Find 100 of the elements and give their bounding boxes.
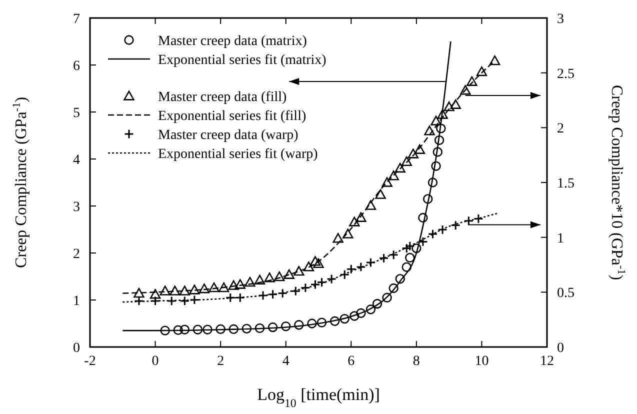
point — [303, 262, 314, 272]
point — [332, 233, 344, 243]
point — [474, 214, 484, 224]
point — [307, 318, 317, 328]
point — [350, 311, 360, 321]
point — [382, 292, 392, 302]
point — [330, 316, 340, 326]
point — [179, 286, 190, 296]
point — [290, 286, 301, 296]
point — [173, 325, 183, 335]
point — [366, 258, 376, 268]
x-tick-label: 8 — [412, 354, 420, 369]
point — [340, 314, 350, 324]
point — [438, 224, 448, 235]
point — [423, 194, 433, 204]
point — [382, 177, 392, 187]
y2-tick-label: 2.5 — [557, 66, 574, 82]
point — [192, 324, 203, 334]
point — [436, 124, 446, 134]
point — [450, 99, 461, 109]
point — [431, 161, 441, 171]
point — [378, 253, 389, 264]
y2-tick-label: 1 — [557, 231, 564, 246]
y-tick-label: 0 — [73, 341, 80, 356]
point — [150, 296, 160, 306]
point — [294, 320, 304, 330]
point — [294, 266, 304, 276]
point — [349, 216, 360, 226]
x-tick-label: 2 — [217, 354, 224, 369]
point — [356, 308, 366, 318]
legend-label: Master creep data (matrix) — [158, 34, 308, 49]
point — [340, 270, 350, 280]
point — [202, 324, 212, 334]
y-tick-label: 1 — [73, 294, 80, 309]
y-tick-label: 6 — [73, 59, 80, 74]
point — [170, 286, 180, 296]
point — [180, 296, 190, 306]
point — [375, 189, 386, 199]
point — [365, 200, 376, 210]
point — [316, 318, 327, 328]
x-tick-label: 4 — [282, 354, 290, 369]
point — [274, 271, 285, 282]
legend-label: Master creep data (fill) — [158, 90, 287, 105]
point — [310, 280, 320, 290]
point — [244, 276, 256, 287]
y-tick-label: 2 — [73, 247, 80, 262]
x-axis-title: Log$_{10}$ [time(min)] — [257, 385, 380, 410]
point — [198, 284, 210, 294]
y2-tick-label: 2 — [557, 122, 564, 137]
point — [258, 290, 268, 300]
point — [218, 282, 230, 292]
point — [150, 289, 161, 299]
point — [418, 236, 428, 247]
point — [346, 264, 356, 274]
point — [408, 148, 419, 158]
point — [225, 292, 236, 303]
point — [264, 272, 275, 282]
legend-label: Exponential series fit (fill) — [158, 109, 306, 124]
point — [430, 116, 442, 126]
point — [166, 296, 177, 306]
point — [437, 109, 448, 119]
point — [444, 101, 454, 112]
point — [489, 55, 500, 66]
y2-tick-label: 0.5 — [557, 286, 574, 302]
point — [424, 126, 435, 136]
point — [268, 289, 278, 300]
point — [366, 304, 376, 314]
y-tick-label: 4 — [73, 153, 80, 168]
legend-label: Exponential series fit (matrix) — [158, 53, 327, 68]
point — [356, 262, 366, 272]
point — [356, 212, 366, 222]
point — [190, 294, 200, 305]
point — [460, 85, 471, 95]
point — [428, 229, 438, 239]
point — [208, 282, 220, 292]
x-tick-label: 10 — [474, 354, 489, 369]
point — [254, 323, 265, 334]
point — [466, 76, 478, 86]
point — [284, 269, 294, 279]
point — [180, 324, 190, 334]
point — [234, 279, 246, 289]
legend-label: Exponential series fit (warp) — [158, 147, 318, 162]
point — [432, 147, 442, 157]
point — [412, 243, 422, 254]
point — [428, 178, 438, 188]
point — [434, 135, 444, 146]
point — [418, 212, 428, 223]
point — [450, 220, 461, 230]
y-tick-label: 7 — [73, 12, 80, 27]
point — [388, 283, 398, 294]
point — [254, 274, 266, 284]
point — [160, 326, 170, 336]
point — [388, 170, 399, 180]
point — [228, 324, 238, 334]
point — [134, 288, 144, 298]
legend-label: Master creep data (warp) — [158, 128, 299, 143]
y2-tick-label: 1.5 — [557, 176, 574, 192]
y-tick-label: 3 — [73, 200, 80, 215]
x-tick-label: 6 — [348, 354, 355, 369]
point — [281, 321, 291, 332]
